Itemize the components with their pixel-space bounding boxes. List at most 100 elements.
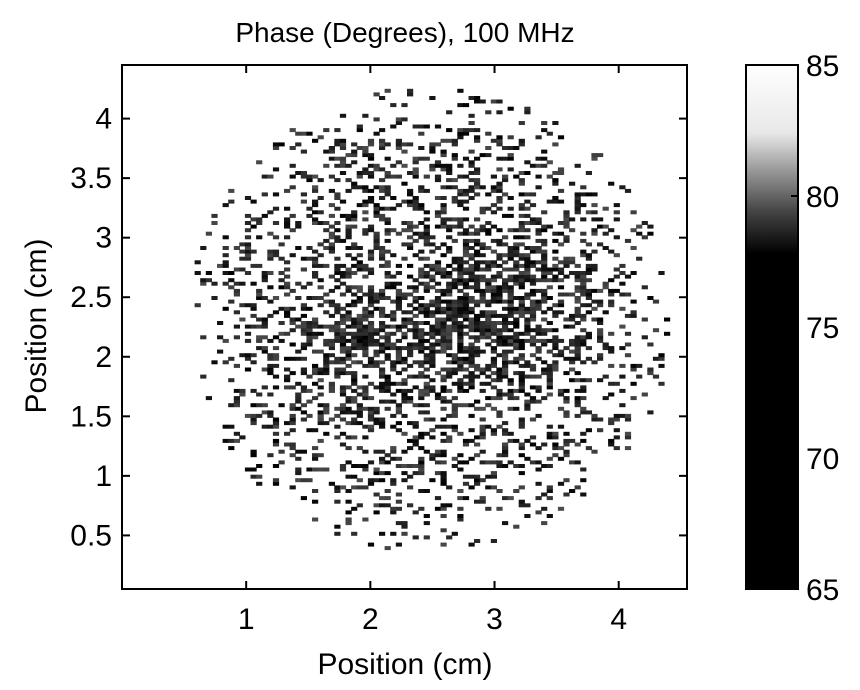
heatmap-cell [384,378,391,383]
heatmap-cell [479,324,486,329]
heatmap-cell [462,156,470,161]
heatmap-cell [457,360,464,365]
heatmap-cell [395,174,402,179]
heatmap-cell [434,303,442,308]
heatmap-cell [295,392,302,397]
heatmap-cell [395,499,402,504]
y-tick-label: 3 [95,222,112,255]
heatmap-cell [317,263,324,268]
heatmap-cell [395,428,402,433]
heatmap-cell [619,185,626,190]
heatmap-cell [557,231,565,236]
heatmap-cell [339,271,347,275]
heatmap-cell [401,292,408,297]
heatmap-cell [312,271,319,275]
heatmap-cell [507,313,514,318]
heatmap-cell [317,413,324,418]
heatmap-cell [412,342,419,347]
heatmap-cell [580,378,587,383]
heatmap-cell [546,367,553,372]
heatmap-cell [496,296,503,300]
heatmap-cell [339,321,347,325]
heatmap-cell [401,392,408,397]
heatmap-cell [373,242,380,247]
heatmap-cell [502,306,509,311]
heatmap-cell [395,421,402,426]
heatmap-cell [356,260,363,265]
heatmap-cell [636,374,643,379]
heatmap-cell [256,317,263,322]
heatmap-cell [339,335,347,340]
heatmap-cell [485,303,492,308]
heatmap-cell [440,321,447,325]
heatmap-cell [557,188,565,193]
heatmap-cell [580,438,587,443]
heatmap-cell [328,156,335,161]
heatmap-cell [524,331,531,336]
heatmap-cell [373,510,380,515]
heatmap-cell [395,492,402,497]
heatmap-cell [323,163,330,168]
heatmap-cell [250,199,257,204]
x-tick-label: 3 [486,603,503,636]
heatmap-cell [474,338,481,343]
heatmap-cell [362,231,369,236]
heatmap-cell [557,271,565,275]
heatmap-cell [485,367,492,372]
heatmap-cell [490,346,497,351]
heatmap-cell [284,267,291,272]
heatmap-cell [233,288,240,293]
heatmap-cell [524,253,531,258]
heatmap-cell [462,313,470,318]
heatmap-cell [496,413,503,418]
heatmap-cell [379,385,386,390]
heatmap-cell [462,128,470,133]
heatmap-cell [535,278,542,283]
heatmap-cell [306,335,313,340]
heatmap-cell [490,313,497,318]
heatmap-cell [597,288,604,293]
heatmap-cell [362,171,369,175]
heatmap-cell [446,338,453,343]
heatmap-cell [429,285,436,290]
heatmap-cell [351,335,358,340]
heatmap-cell [541,360,548,365]
heatmap-cell [384,338,391,343]
heatmap-cell [412,238,419,243]
heatmap-cell [423,313,430,318]
heatmap-cell [367,460,375,465]
heatmap-cell [407,374,414,379]
heatmap-cell [546,496,553,501]
heatmap-cell [418,388,425,393]
heatmap-cell [339,346,347,351]
heatmap-cell [362,310,369,315]
heatmap-cell [524,256,531,261]
heatmap-cell [339,171,347,175]
heatmap-cell [624,435,632,440]
heatmap-cell [429,385,436,390]
heatmap-cell [434,310,442,315]
heatmap-cell [496,371,503,376]
heatmap-cell [345,435,352,440]
heatmap-cell [429,249,436,254]
heatmap-cell [485,321,492,325]
heatmap-cell [446,281,453,286]
heatmap-cell [513,260,520,265]
heatmap-cell [390,206,397,211]
heatmap-cell [312,428,319,433]
heatmap-cell [524,514,531,518]
chart-title: Phase (Degrees), 100 MHz [235,17,574,48]
heatmap-cell [390,363,397,368]
heatmap-cell [267,453,274,458]
heatmap-cell [306,256,313,261]
heatmap-cell [602,310,609,315]
heatmap-cell [529,313,537,318]
heatmap-cell [379,360,386,365]
heatmap-cell [356,410,363,415]
heatmap-cell [367,138,375,143]
heatmap-cell [535,163,542,168]
heatmap-cell [451,224,458,229]
heatmap-cell [312,453,319,458]
heatmap-cell [507,328,514,333]
heatmap-cell [518,203,525,208]
